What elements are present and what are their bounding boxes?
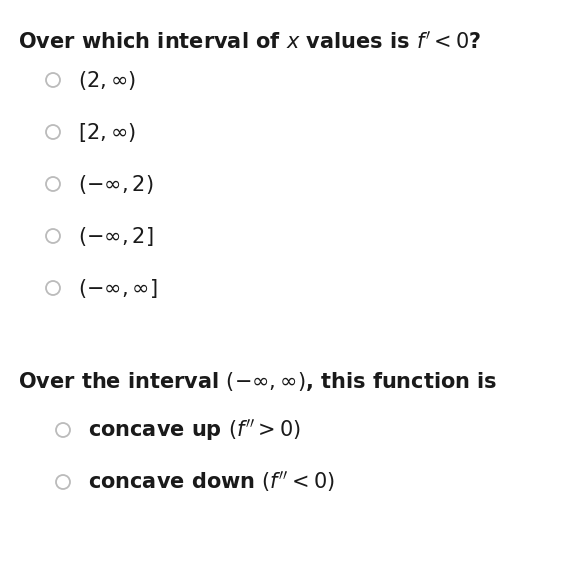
Text: $( - \infty, 2]$: $( - \infty, 2]$ [78, 225, 153, 247]
Text: $(2, \infty)$: $(2, \infty)$ [78, 68, 136, 92]
Text: $( - \infty, \infty]$: $( - \infty, \infty]$ [78, 276, 157, 299]
Text: $[2, \infty)$: $[2, \infty)$ [78, 120, 136, 144]
Text: concave down $(f'' < 0)$: concave down $(f'' < 0)$ [88, 470, 335, 495]
Text: Over the interval $( - \infty, \infty)$, this function is: Over the interval $( - \infty, \infty)$,… [18, 370, 498, 393]
Text: Over which interval of $x$ values is $f' < 0$?: Over which interval of $x$ values is $f'… [18, 30, 481, 52]
Text: concave up $(f'' > 0)$: concave up $(f'' > 0)$ [88, 417, 301, 443]
Text: $( - \infty, 2)$: $( - \infty, 2)$ [78, 173, 153, 196]
